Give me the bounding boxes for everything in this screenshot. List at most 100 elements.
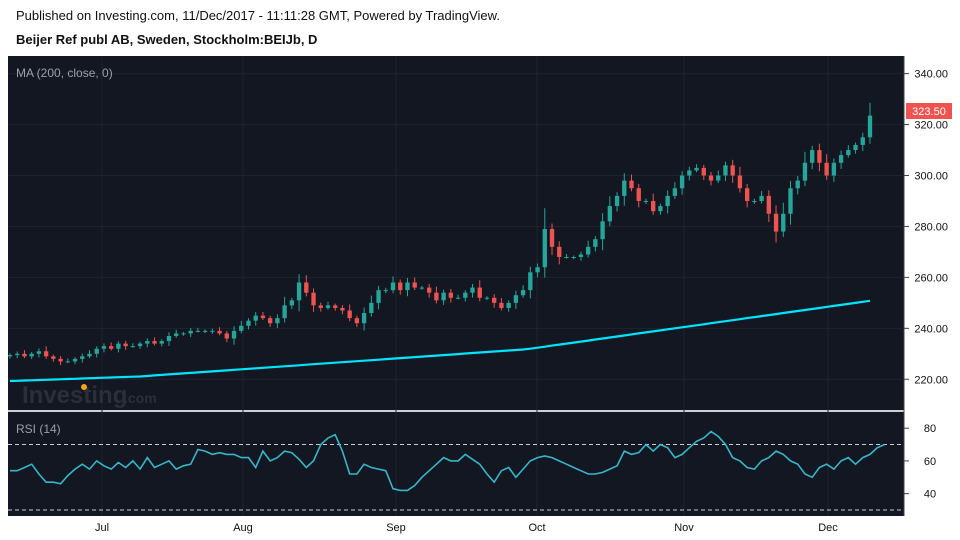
candle-body <box>600 221 605 240</box>
candle-body <box>268 318 273 324</box>
last-price-bg <box>906 103 952 119</box>
candle-body <box>210 330 215 332</box>
candle-body <box>766 195 771 214</box>
investing-watermark: Investing .com <box>22 382 157 409</box>
candle-body <box>398 282 403 291</box>
last-price-label: 323.50 <box>906 103 952 119</box>
candle-body <box>846 150 851 156</box>
candle-body <box>116 343 121 349</box>
candle-body <box>22 353 27 357</box>
candle-body <box>152 341 157 344</box>
candle-body <box>773 213 779 232</box>
watermark-suffix: .com <box>124 390 157 406</box>
candle-body <box>752 200 757 202</box>
candle-body <box>614 195 620 207</box>
candle-body <box>672 188 678 196</box>
candle-body <box>492 297 497 303</box>
candle-body <box>166 335 172 342</box>
candle-body <box>231 330 237 339</box>
candle-body <box>701 167 706 176</box>
ma-line <box>9 299 871 383</box>
candle-body <box>253 315 258 321</box>
candle-body <box>340 307 345 311</box>
candle-body <box>181 333 186 335</box>
candle-body <box>217 330 222 334</box>
candle-body <box>145 341 150 344</box>
last-price-text: 323.50 <box>912 106 946 118</box>
candle-body <box>246 320 251 326</box>
candle-body <box>737 175 743 189</box>
candle-body <box>188 330 193 334</box>
candle-body <box>448 292 454 298</box>
candle-body <box>43 351 49 357</box>
candle-body <box>853 144 858 151</box>
candle-body <box>470 287 475 293</box>
x-tick-label: Oct <box>528 522 545 534</box>
x-tick-label: Jul <box>95 522 109 534</box>
candle-body <box>730 165 735 176</box>
candle-body <box>658 206 663 212</box>
price-tick-label: 240.00 <box>914 323 948 335</box>
candle-body <box>484 297 490 299</box>
candle-body <box>838 155 844 163</box>
candle-body <box>7 355 13 357</box>
candle-body <box>36 351 42 354</box>
symbol-title: Beijer Ref publ AB, Sweden, Stockholm:BE… <box>16 32 318 47</box>
x-tick-label: Nov <box>674 522 694 534</box>
candle-body <box>174 333 179 336</box>
candle-body <box>867 115 873 138</box>
candle-body <box>282 305 287 319</box>
candle-body <box>354 318 360 324</box>
candle-body <box>304 282 309 293</box>
candle-body <box>426 287 432 293</box>
price-tick-label: 260.00 <box>914 272 948 284</box>
candle-body <box>80 356 85 359</box>
watermark-brand: Investing <box>22 382 127 409</box>
candle-body <box>571 257 576 259</box>
candle-body <box>788 188 793 214</box>
rsi-tick-label: 60 <box>924 456 936 468</box>
candle-body <box>679 175 685 189</box>
candle-body <box>347 310 352 319</box>
candle-body <box>593 239 598 247</box>
candle-body <box>629 180 634 189</box>
candle-body <box>585 246 591 255</box>
candle-body <box>463 292 468 298</box>
ma-indicator-label: MA (200, close, 0) <box>16 66 113 80</box>
candle-body <box>159 341 164 344</box>
candle-body <box>716 175 721 181</box>
candle-body <box>224 333 229 339</box>
candle-body <box>260 315 266 319</box>
candle-body <box>824 162 829 176</box>
candle-body <box>723 165 728 176</box>
price-tick-label: 280.00 <box>914 221 948 233</box>
candle-body <box>651 200 656 212</box>
candle-body <box>109 346 114 349</box>
candle-body <box>412 282 417 288</box>
candle-body <box>810 150 815 163</box>
candle-body <box>578 254 584 258</box>
candle-body <box>802 162 808 181</box>
candle-body <box>622 180 627 196</box>
candle-body <box>564 257 569 259</box>
candle-body <box>289 300 295 306</box>
candle-body <box>694 167 699 171</box>
candle-body <box>369 302 374 314</box>
rsi-tick-label: 80 <box>924 423 936 435</box>
rsi-panel <box>8 412 904 516</box>
candle-body <box>383 290 388 292</box>
candle-body <box>195 330 201 332</box>
candle-body <box>29 353 34 357</box>
candle-body <box>607 206 612 222</box>
rsi-levels <box>8 444 904 511</box>
x-tick-label: Dec <box>818 522 838 534</box>
candle-body <box>557 246 562 258</box>
candle-body <box>318 305 323 308</box>
candle-body <box>361 313 367 324</box>
candle-body <box>528 272 533 291</box>
price-tick-label: 320.00 <box>914 120 948 132</box>
candle-body <box>419 287 425 289</box>
candle-body <box>239 325 244 331</box>
candle-body <box>376 290 381 303</box>
